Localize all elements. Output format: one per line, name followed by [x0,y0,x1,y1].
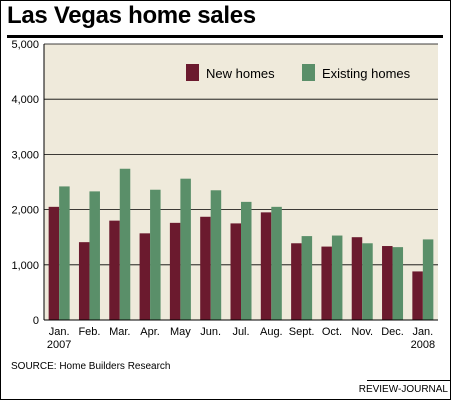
legend-label: Existing homes [322,66,411,81]
x-tick-label: Sept. [289,326,315,338]
bar-existing-homes [362,243,373,320]
x-tick-label: Nov. [351,326,373,338]
x-tick-label: Jan. [412,326,433,338]
bar-existing-homes [422,239,434,320]
x-tick-label: May [170,326,191,338]
chart-title: Las Vegas home sales [7,2,256,29]
bar-new-homes [169,222,181,320]
x-tick-label: 2008 [411,339,435,351]
x-tick-label: Jun. [200,326,221,338]
legend-swatch [302,64,315,81]
bar-existing-homes [331,235,343,320]
y-axis: 0 1,000 2,000 3,000 4,000 5,000 [11,39,45,327]
bar-new-homes [139,233,151,320]
bars [48,168,434,320]
bar-new-homes [78,242,90,320]
bar-new-homes [412,271,423,320]
title-rule [7,35,443,38]
bar-existing-homes [89,191,100,320]
y-tick-label: 5,000 [11,39,39,51]
bar-existing-homes [392,247,404,320]
bar-existing-homes [150,189,161,320]
x-tick-label: Feb. [78,326,100,338]
bar-new-homes [382,246,393,320]
x-tick-label: 2007 [47,339,71,351]
bar-new-homes [351,237,363,320]
y-tick-label: 0 [33,315,39,327]
y-tick-label: 2,000 [11,205,39,217]
x-tick-label: Dec. [381,326,404,338]
legend-swatch [186,64,199,81]
bar-existing-homes [59,186,70,320]
bar-new-homes [200,216,211,320]
credit-rule [367,380,451,381]
bar-new-homes [260,212,272,320]
bar-new-homes [230,223,241,320]
bar-new-homes [48,206,60,320]
bar-new-homes [321,246,332,320]
bar-new-homes [291,243,302,320]
y-tick-label: 3,000 [11,149,39,161]
x-tick-label: Aug. [260,326,283,338]
x-tick-label: Oct. [322,326,342,338]
source-note: SOURCE: Home Builders Research [11,361,171,372]
bar-new-homes [109,220,120,320]
legend-label: New homes [206,66,275,81]
y-tick-label: 4,000 [11,94,39,106]
credit-line: REVIEW-JOURNAL [358,384,448,395]
y-tick-label: 1,000 [11,260,39,272]
bar-existing-homes [241,201,252,320]
bar-existing-homes [119,168,131,320]
x-tick-label: Jan. [49,326,70,338]
bar-existing-homes [301,236,313,320]
x-tick-label: Apr. [140,326,160,338]
legend: New homes Existing homes [186,64,411,81]
bar-existing-homes [180,178,191,320]
x-tick-label: Mar. [109,326,130,338]
bar-existing-homes [210,190,222,320]
bar-existing-homes [271,206,282,320]
x-tick-label: Jul. [232,326,249,338]
